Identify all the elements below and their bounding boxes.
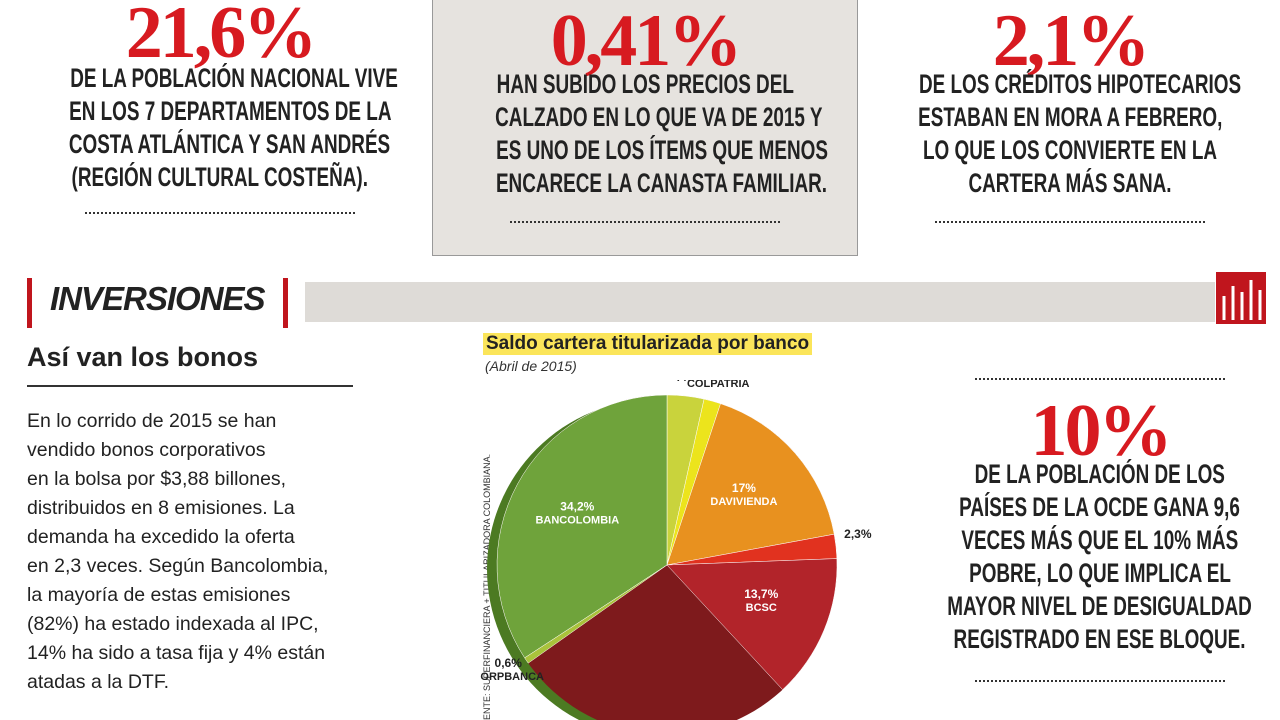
stat-line: CARTERA MÁS SANA.: [850, 167, 1280, 200]
divider: [935, 221, 1205, 223]
stat-line: DE LOS CRÉDITOS HIPOTECARIOS: [850, 68, 1280, 101]
divider: [975, 378, 1225, 380]
text-line: LO QUE LOS CONVIERTE EN LA: [922, 135, 1218, 165]
stat-line: DE LA POBLACIÓN NACIONAL VIVE: [0, 62, 440, 95]
stat-text: DE LA POBLACIÓN DE LOS PAÍSES DE LA OCDE …: [880, 458, 1280, 656]
text-line: ESTABAN EN MORA A FEBRERO,: [917, 102, 1223, 132]
highlight-panel: [432, 0, 858, 256]
text-line: EN LOS 7 DEPARTAMENTOS DE LA: [69, 96, 392, 126]
stat-line: ES UNO DE LOS ÍTEMS QUE MENOS: [425, 134, 865, 167]
text-line: 14% ha sido a tasa fija y 4% están: [27, 642, 326, 664]
section-title: INVERSIONES: [50, 280, 266, 317]
text-line: (REGIÓN CULTURAL COSTEÑA).: [71, 162, 369, 192]
stat-line: REGISTRADO EN ESE BLOQUE.: [880, 623, 1280, 656]
text-line: en 2,3 veces. Según Bancolombia,: [27, 555, 329, 577]
text-line: CALZADO EN LO QUE VA DE 2015 Y: [495, 102, 823, 132]
chart-subtitle: (Abril de 2015): [485, 358, 577, 374]
text-line: la mayoría de estas emisiones: [27, 584, 291, 606]
stat-line: MAYOR NIVEL DE DESIGUALDAD: [880, 590, 1280, 623]
pie-slice: [496, 394, 668, 659]
text-line: vendido bonos corporativos: [27, 439, 266, 461]
text-line: MAYOR NIVEL DE DESIGUALDAD: [947, 591, 1253, 621]
stat-value: 21,6%: [125, 0, 318, 74]
stat-text: HAN SUBIDO LOS PRECIOS DEL CALZADO EN LO …: [425, 68, 865, 200]
text-line: HAN SUBIDO LOS PRECIOS DEL: [496, 69, 794, 99]
stat-line: ESTABAN EN MORA A FEBRERO,: [850, 101, 1280, 134]
stat-line: COSTA ATLÁNTICA Y SAN ANDRÉS: [0, 128, 440, 161]
divider: [85, 212, 355, 214]
stat-text: DE LA POBLACIÓN NACIONAL VIVE EN LOS 7 DE…: [0, 62, 440, 194]
slice-label: DAVIVIENDA: [710, 496, 777, 508]
slice-value: 13,7%: [744, 587, 778, 601]
text-line: COSTA ATLÁNTICA Y SAN ANDRÉS: [68, 129, 391, 159]
bar-accent: [283, 278, 288, 328]
stat-line: PAÍSES DE LA OCDE GANA 9,6: [880, 491, 1280, 524]
text-line: POBRE, LO QUE IMPLICA EL: [969, 558, 1231, 588]
stat-line: HAN SUBIDO LOS PRECIOS DEL: [425, 68, 865, 101]
slice-value: 17%: [732, 481, 756, 495]
bar-accent: [27, 278, 32, 328]
stat-line: VECES MÁS QUE EL 10% MÁS: [880, 524, 1280, 557]
slice-label: COLPATRIA: [687, 380, 750, 390]
text-line: distribuidos en 8 emisiones. La: [27, 497, 295, 519]
text-line: En lo corrido de 2015 se han: [27, 410, 277, 432]
stat-value: 0,41%: [550, 0, 743, 82]
section-bar: [305, 282, 1215, 322]
stat-line: DE LA POBLACIÓN DE LOS: [880, 458, 1280, 491]
text-line: demanda ha excedido la oferta: [27, 526, 295, 548]
stat-line: POBRE, LO QUE IMPLICA EL: [880, 557, 1280, 590]
text-line: ES UNO DE LOS ÍTEMS QUE MENOS: [496, 135, 828, 165]
text-line: DE LA POBLACIÓN DE LOS: [974, 459, 1226, 489]
text-line: (82%) ha estado indexada al IPC,: [27, 613, 319, 635]
section-icon: [1216, 272, 1266, 324]
text-line: atadas a la DTF.: [27, 671, 169, 693]
underline: [27, 385, 353, 387]
article-body: En lo corrido de 2015 se han vendido bono…: [27, 407, 328, 697]
slice-label: FNA: [677, 380, 700, 384]
text-line: VECES MÁS QUE EL 10% MÁS: [961, 525, 1239, 555]
text-line: en la bolsa por $3,88 billones,: [27, 468, 287, 490]
stat-line: (REGIÓN CULTURAL COSTEÑA).: [0, 161, 440, 194]
stat-text: DE LOS CRÉDITOS HIPOTECARIOS ESTABAN EN M…: [850, 68, 1280, 200]
slice-label: CORPBANCA: [480, 671, 544, 683]
divider: [975, 680, 1225, 682]
slice-value: 0,6%: [495, 656, 523, 670]
pie-slice: [666, 403, 835, 566]
text-line: REGISTRADO EN ESE BLOQUE.: [954, 624, 1246, 654]
stat-line: ENCARECE LA CANASTA FAMILIAR.: [425, 167, 865, 200]
slice-value: 34,2%: [560, 499, 594, 513]
text-line: PAÍSES DE LA OCDE GANA 9,6: [959, 492, 1241, 522]
stat-line: CALZADO EN LO QUE VA DE 2015 Y: [425, 101, 865, 134]
slice-label: BCSC: [746, 602, 777, 614]
stat-line: EN LOS 7 DEPARTAMENTOS DE LA: [0, 95, 440, 128]
pie-slice: [524, 564, 668, 664]
text-line: CARTERA MÁS SANA.: [968, 168, 1172, 198]
stat-value: 10%: [1030, 390, 1173, 472]
text-line: DE LOS CRÉDITOS HIPOTECARIOS: [919, 69, 1242, 99]
pie-slice: [666, 558, 838, 691]
article-title: Así van los bonos: [27, 342, 259, 372]
text-line: ENCARECE LA CANASTA FAMILIAR.: [495, 168, 828, 198]
stat-line: LO QUE LOS CONVIERTE EN LA: [850, 134, 1280, 167]
slice-value: 2,3%: [844, 527, 872, 541]
chart-title: Saldo cartera titularizada por banco: [483, 333, 813, 355]
stat-value: 2,1%: [992, 0, 1151, 82]
pie-chart: 3,5%FNA1,6%COLPATRIA17%DAVIVIENDA2,3%13,…: [480, 380, 872, 720]
divider: [510, 221, 780, 223]
text-line: DE LA POBLACIÓN NACIONAL VIVE: [70, 63, 398, 93]
slice-label: BANCOLOMBIA: [535, 514, 619, 526]
